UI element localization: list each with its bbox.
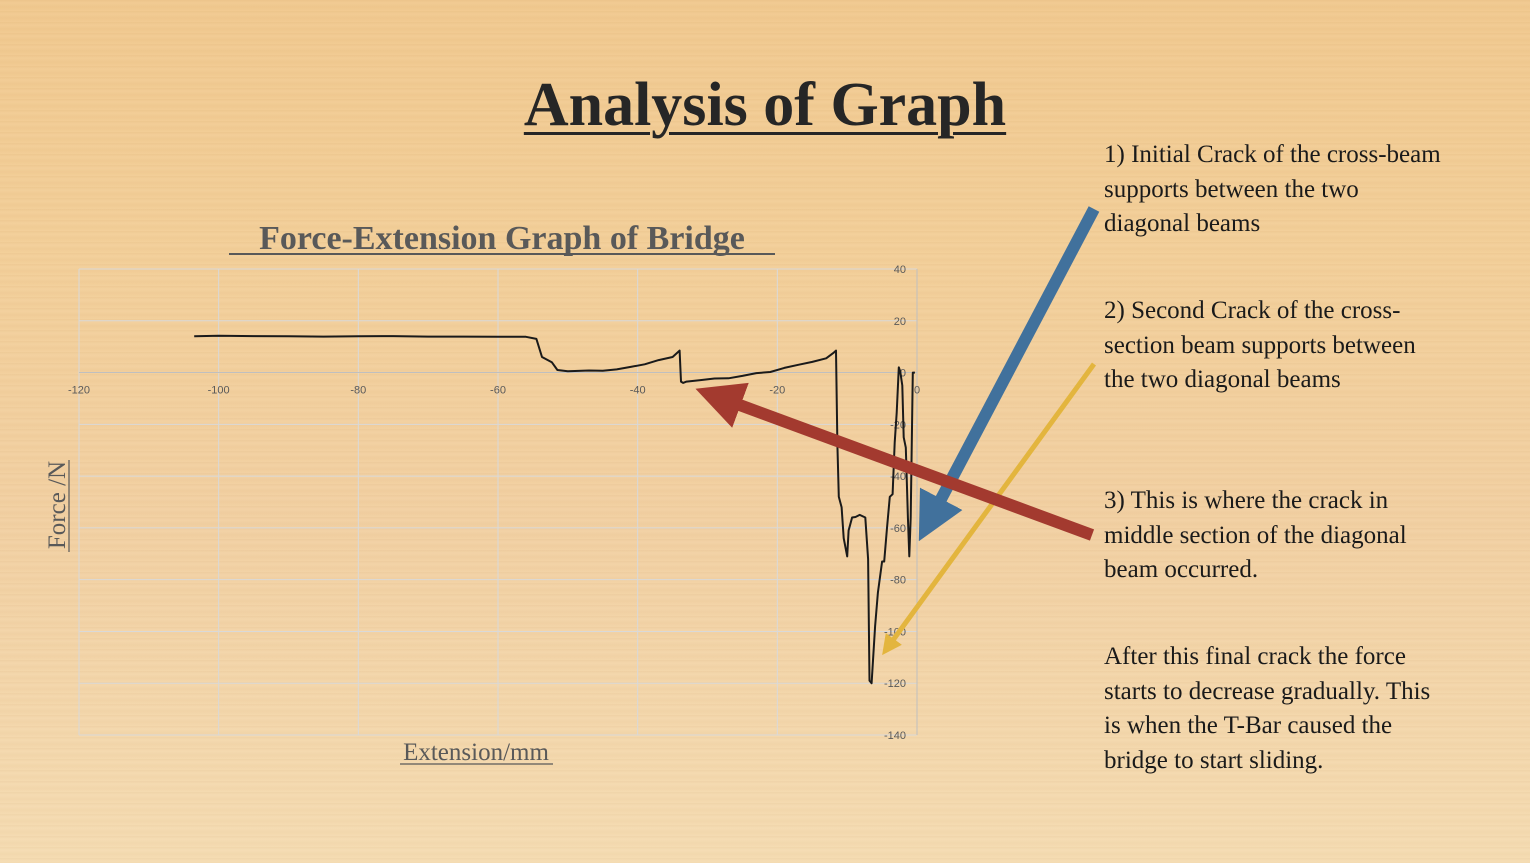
y-tick-label: 0 [900, 368, 906, 380]
y-tick-label: -20 [890, 419, 906, 431]
y-tick-label: -60 [890, 523, 906, 535]
arrow-crack-1 [918, 206, 1100, 542]
note-after-final-crack: After this final crack the force starts … [1104, 643, 1431, 774]
gridlines [78, 268, 918, 736]
note-diagonal-crack: 3) This is where the crack in middle sec… [1104, 487, 1407, 583]
x-axis-title: Extension/mm [403, 739, 549, 766]
arrow-crack-3 [695, 382, 1095, 541]
x-tick-label: -100 [208, 385, 230, 397]
x-tick-label: -60 [490, 385, 506, 397]
y-tick-label: -140 [884, 730, 906, 742]
slide-title: Analysis of Graph [523, 71, 1007, 139]
note-second-crack: 2) Second Crack of the cross-section bea… [1104, 297, 1416, 393]
y-axis-title: Force /N [44, 461, 71, 549]
x-tick-label: 0 [914, 385, 920, 397]
x-tick-label: -120 [68, 385, 90, 397]
y-tick-label: 20 [894, 316, 906, 328]
note-initial-crack: 1) Initial Crack of the cross-beam suppo… [1104, 141, 1441, 237]
y-tick-label: -120 [884, 678, 906, 690]
chart-title: Force-Extension Graph of Bridge [259, 220, 745, 257]
x-tick-label: -80 [350, 385, 366, 397]
force-extension-line [194, 334, 915, 685]
y-tick-label: 40 [894, 264, 906, 276]
x-tick-label: -40 [630, 385, 646, 397]
x-tick-labels: -120 -100 -80 -60 -40 -20 0 [68, 385, 920, 397]
y-tick-label: -80 [890, 575, 906, 587]
x-tick-label: -20 [769, 385, 785, 397]
arrow-crack-2 [882, 362, 1097, 656]
